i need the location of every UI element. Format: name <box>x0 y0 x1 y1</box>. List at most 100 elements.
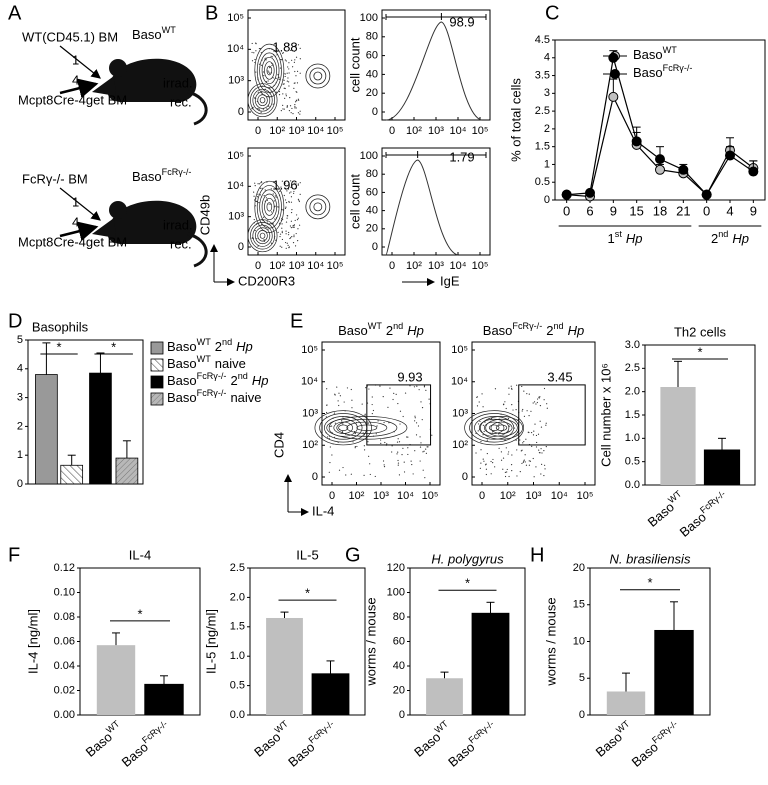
event-dot <box>297 198 299 200</box>
event-dot <box>338 404 340 407</box>
event-dot <box>260 51 262 54</box>
legend-marker <box>610 69 620 79</box>
event-dot <box>269 67 271 69</box>
y-tick-label: 10 <box>573 635 585 647</box>
chart-title: H. polygyrus <box>431 551 504 566</box>
event-dot <box>492 462 494 464</box>
event-dot <box>410 460 412 462</box>
event-dot <box>346 387 349 389</box>
event-dot <box>500 451 502 453</box>
contour <box>264 61 275 80</box>
y-tick-label: 1 <box>17 449 23 461</box>
y-tick-label: 2.5 <box>625 362 640 374</box>
event-dot <box>267 70 269 72</box>
event-dot <box>256 108 258 110</box>
bar <box>660 387 696 485</box>
event-dot <box>508 475 510 478</box>
plot-title-part: Hp <box>407 323 424 338</box>
event-dot <box>396 441 399 443</box>
event-dot <box>407 447 409 449</box>
y-tick-label: 15 <box>573 599 585 611</box>
event-dot <box>332 417 334 419</box>
event-dot <box>494 466 496 468</box>
bar <box>89 372 112 485</box>
event-dot <box>342 416 344 418</box>
contour <box>336 418 398 437</box>
event-dot <box>329 425 331 427</box>
event-dot <box>516 384 518 386</box>
event-dot <box>367 441 369 443</box>
event-dot <box>285 60 287 62</box>
event-dot <box>294 245 297 247</box>
event-dot <box>536 441 538 444</box>
event-dot <box>515 409 517 411</box>
event-dot <box>290 191 292 193</box>
x-tick-label: BasoWT <box>592 719 637 760</box>
event-dot <box>500 413 502 415</box>
event-dot <box>278 194 281 196</box>
y-tick-label: 20 <box>573 562 585 574</box>
legend-label-part: Baso <box>633 47 663 62</box>
event-dot <box>282 93 284 95</box>
event-dot <box>267 229 269 231</box>
event-dot <box>254 205 257 207</box>
y-tick-label: 0.5 <box>230 680 245 692</box>
chart-title: N. brasiliensis <box>610 551 691 566</box>
event-dot <box>490 473 492 475</box>
x-tick-label-part: FcRγ-/- <box>698 489 727 516</box>
event-dot <box>267 223 269 225</box>
bar <box>96 645 136 715</box>
event-dot <box>288 81 290 83</box>
x-tick-label-part: FcRγ-/- <box>140 719 169 746</box>
event-dot <box>363 449 366 451</box>
event-dot <box>263 75 265 77</box>
event-dot <box>281 180 283 182</box>
y-tick-label: 0 <box>312 471 318 483</box>
event-dot <box>391 451 393 453</box>
event-dot <box>294 107 296 109</box>
event-dot <box>403 461 405 463</box>
event-dot <box>293 192 295 194</box>
event-dot <box>372 409 375 412</box>
event-dot <box>520 450 522 452</box>
y-tick-label: 1.5 <box>535 141 550 153</box>
event-dot <box>292 241 295 244</box>
event-dot <box>384 441 386 444</box>
reporter-label: Mcpt8Cre-4get BM <box>18 234 127 249</box>
gate-value: 1.79 <box>449 149 474 164</box>
group-label: 1st Hp <box>608 229 643 246</box>
event-dot <box>284 87 286 90</box>
event-dot <box>256 100 258 103</box>
event-dot <box>371 403 373 406</box>
event-dot <box>262 71 264 73</box>
event-dot <box>404 392 407 394</box>
event-dot <box>289 105 292 107</box>
y-tick-label: 100 <box>360 12 378 24</box>
event-dot <box>261 218 263 220</box>
x-tick-label: 0 <box>479 490 485 502</box>
event-dot <box>290 201 293 203</box>
event-dot <box>275 77 277 79</box>
gate <box>366 384 432 446</box>
mouse-label-part: WT <box>162 25 177 35</box>
event-dot <box>294 101 297 103</box>
event-dot <box>254 230 256 232</box>
x-tick-label: BasoFcRγ-/- <box>444 719 500 770</box>
ratio-label: 1 <box>72 52 79 67</box>
event-dot <box>521 462 523 465</box>
mouse <box>92 200 208 268</box>
event-dot <box>420 401 422 403</box>
event-dot <box>286 242 288 244</box>
y-tick-label: 60 <box>366 50 378 62</box>
event-dot <box>545 424 547 426</box>
event-dot <box>264 58 266 60</box>
event-dot <box>255 200 257 202</box>
x-tick-label: 10⁴ <box>307 260 324 272</box>
event-dot <box>278 94 281 96</box>
x-tick-label: BasoFcRγ-/- <box>118 719 174 770</box>
y-tick-label: 0 <box>372 106 378 118</box>
event-dot <box>290 49 292 52</box>
event-dot <box>546 403 548 405</box>
x-tick-label-part: FcRγ-/- <box>307 719 336 746</box>
